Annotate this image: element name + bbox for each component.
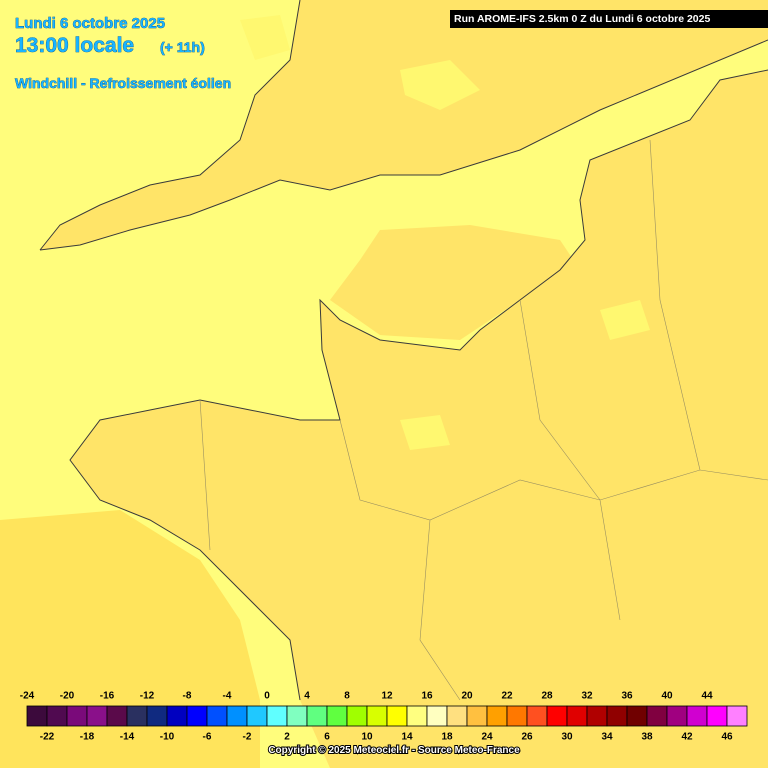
legend-label: -2 bbox=[243, 732, 252, 743]
legend-swatch bbox=[486, 705, 508, 727]
legend-label: -14 bbox=[120, 732, 135, 743]
legend-swatch bbox=[566, 705, 588, 727]
legend-label: -4 bbox=[223, 691, 232, 702]
legend-label: 42 bbox=[681, 732, 693, 743]
legend-label: 36 bbox=[621, 691, 633, 702]
coastline-england bbox=[39, 0, 768, 251]
sea-warm bbox=[0, 510, 260, 768]
legend-label: 8 bbox=[344, 691, 350, 702]
legend-swatch bbox=[666, 705, 688, 727]
run-info: Run AROME-IFS 2.5km 0 Z du Lundi 6 octob… bbox=[454, 13, 710, 25]
legend-label: -16 bbox=[100, 691, 115, 702]
legend-swatch bbox=[426, 705, 448, 727]
legend-swatch bbox=[126, 705, 148, 727]
land-england bbox=[40, 0, 768, 250]
legend-swatch bbox=[146, 705, 168, 727]
legend-label: 14 bbox=[401, 732, 413, 743]
legend-swatch bbox=[586, 705, 608, 727]
legend-label: 12 bbox=[381, 691, 393, 702]
legend-swatch bbox=[606, 705, 628, 727]
legend-label: 34 bbox=[601, 732, 613, 743]
legend-label: 0 bbox=[264, 691, 270, 702]
offset: (+ 11h) bbox=[160, 39, 205, 55]
legend-label: -8 bbox=[183, 691, 192, 702]
legend-swatch bbox=[306, 705, 328, 727]
legend-label: 44 bbox=[701, 691, 713, 702]
legend-label: -6 bbox=[203, 732, 212, 743]
legend-swatch bbox=[186, 705, 208, 727]
legend-label: 40 bbox=[661, 691, 673, 702]
legend-swatch bbox=[386, 705, 408, 727]
cool-patch bbox=[240, 15, 650, 450]
legend-label: -12 bbox=[140, 691, 155, 702]
legend-label: 10 bbox=[361, 732, 373, 743]
legend-label: 22 bbox=[501, 691, 513, 702]
region-borders bbox=[199, 139, 768, 701]
legend-label: 28 bbox=[541, 691, 553, 702]
legend-label: -22 bbox=[40, 732, 55, 743]
legend-swatch bbox=[646, 705, 668, 727]
legend-swatch bbox=[526, 705, 548, 727]
legend-swatch bbox=[286, 705, 308, 727]
legend-swatch bbox=[726, 705, 748, 727]
legend-label: 18 bbox=[441, 732, 453, 743]
legend-label: 46 bbox=[721, 732, 733, 743]
legend-label: -20 bbox=[60, 691, 75, 702]
legend-swatch bbox=[546, 705, 568, 727]
legend: -24-22-20-18-16-14-12-10-8-6-4-202468101… bbox=[20, 691, 748, 743]
legend-label: 26 bbox=[521, 732, 533, 743]
legend-label: -24 bbox=[20, 691, 35, 702]
legend-label: 24 bbox=[481, 732, 493, 743]
legend-swatch bbox=[226, 705, 248, 727]
legend-swatch bbox=[706, 705, 728, 727]
copyright: Copyright © 2025 Meteociel.fr - Source M… bbox=[268, 745, 520, 756]
legend-swatch bbox=[466, 705, 488, 727]
legend-swatch bbox=[66, 705, 88, 727]
legend-swatch bbox=[206, 705, 228, 727]
legend-swatch bbox=[406, 705, 428, 727]
legend-swatch bbox=[266, 705, 288, 727]
legend-swatch bbox=[246, 705, 268, 727]
legend-swatch bbox=[106, 705, 128, 727]
coastline-france bbox=[69, 69, 768, 701]
legend-label: -10 bbox=[160, 732, 175, 743]
legend-swatch bbox=[366, 705, 388, 727]
legend-swatch bbox=[86, 705, 108, 727]
product: Windchill - Refroissement éolien bbox=[15, 75, 231, 91]
legend-swatch bbox=[686, 705, 708, 727]
legend-swatch bbox=[166, 705, 188, 727]
legend-swatch bbox=[506, 705, 528, 727]
channel-warm bbox=[330, 225, 580, 340]
date: Lundi 6 octobre 2025 bbox=[15, 15, 165, 32]
time: 13:00 locale bbox=[15, 34, 134, 57]
legend-swatch bbox=[446, 705, 468, 727]
legend-swatch bbox=[626, 705, 648, 727]
legend-label: 2 bbox=[284, 732, 290, 743]
legend-label: 30 bbox=[561, 732, 573, 743]
legend-swatch bbox=[346, 705, 368, 727]
legend-swatch bbox=[26, 705, 48, 727]
legend-label: 4 bbox=[304, 691, 310, 702]
run-box bbox=[450, 10, 768, 28]
legend-label: 32 bbox=[581, 691, 593, 702]
legend-label: 38 bbox=[641, 732, 653, 743]
legend-swatch bbox=[326, 705, 348, 727]
legend-label: 6 bbox=[324, 732, 330, 743]
legend-label: 20 bbox=[461, 691, 473, 702]
legend-swatch bbox=[46, 705, 68, 727]
legend-label: -18 bbox=[80, 732, 95, 743]
legend-label: 16 bbox=[421, 691, 433, 702]
